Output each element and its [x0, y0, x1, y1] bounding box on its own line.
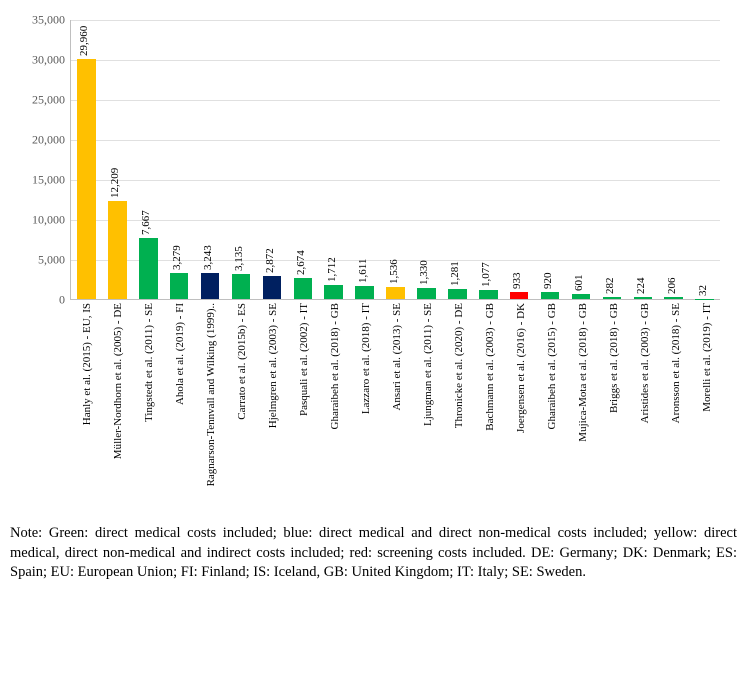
bar-value-label: 1,330: [418, 261, 430, 286]
bar: 2,674: [294, 278, 313, 299]
x-axis-label: Hjelmgren et al. (2003) - SE: [267, 303, 279, 428]
y-tick-label: 20,000: [13, 133, 65, 148]
x-axis-label: Joergensen et al. (2016) - DK: [515, 303, 527, 433]
y-tick-label: 0: [13, 293, 65, 308]
bar-slot: 3,135: [226, 20, 257, 299]
x-axis-label: Mujica-Mota et al. (2018) - GB: [577, 303, 589, 442]
x-axis-label: Ragnarson-Tennvall and Wilking (1999)..: [205, 303, 217, 486]
y-tick-label: 30,000: [13, 53, 65, 68]
y-tick-label: 10,000: [13, 213, 65, 228]
bar-slot: 1,611: [349, 20, 380, 299]
x-axis-label: Lazzaro et al. (2018) - IT: [360, 303, 372, 414]
bar: 1,330: [417, 288, 436, 299]
bar-slot: 2,674: [287, 20, 318, 299]
bar-value-label: 1,536: [388, 259, 400, 284]
bar-value-label: 1,712: [326, 258, 338, 283]
bar-value-label: 2,872: [264, 248, 276, 273]
bar-slot: 282: [596, 20, 627, 299]
x-axis-label: Thronicke et al. (2020) - DE: [453, 303, 465, 428]
x-axis-label: Ljungman et al. (2011) - SE: [422, 303, 434, 426]
y-tick-label: 5,000: [13, 253, 65, 268]
x-axis-label: Carrato et al. (2015b) - ES: [236, 303, 248, 420]
bar-value-label: 7,667: [140, 210, 152, 235]
plot-area: 29,960 12,209 7,667 3,279 3,243 3,135 2,872 2,6…: [70, 20, 720, 300]
bar-slot: 1,712: [318, 20, 349, 299]
x-axis-label: Morelli et al. (2019) - IT: [701, 303, 713, 412]
bar-value-label: 1,281: [449, 261, 461, 286]
bar-value-label: 29,960: [78, 26, 90, 56]
x-axis-label: Gharaibeh et al. (2015) - GB: [546, 303, 558, 429]
bar-value-label: 3,279: [171, 245, 183, 270]
bar-value-label: 12,209: [109, 168, 121, 198]
bar: 282: [603, 297, 622, 299]
bar-slot: 1,281: [442, 20, 473, 299]
bar-slot: 3,243: [195, 20, 226, 299]
bar-slot: 224: [627, 20, 658, 299]
bar-slot: 2,872: [256, 20, 287, 299]
bar-value-label: 3,243: [202, 245, 214, 270]
bar: 206: [664, 297, 683, 299]
bar-value-label: 920: [542, 272, 554, 289]
bar: 1,536: [386, 287, 405, 299]
x-axis-label: Tingstedt et al. (2011) - SE: [143, 303, 155, 422]
x-axis-label: Aronsson et al. (2018) - SE: [670, 303, 682, 423]
bar: 3,135: [232, 274, 251, 299]
bar-slot: 1,330: [411, 20, 442, 299]
bar-value-label: 933: [511, 272, 523, 289]
bar-slot: 601: [566, 20, 597, 299]
bars-group: 29,960 12,209 7,667 3,279 3,243 3,135 2,872 2,6…: [71, 20, 720, 299]
bar: 1,611: [355, 286, 374, 299]
x-axis-label: Hanly et al. (2015) - EU, IS: [81, 303, 93, 425]
x-axis-label: Pasquali et al. (2002) - IT: [298, 303, 310, 416]
bar: 12,209: [108, 201, 127, 299]
bar: 3,279: [170, 273, 189, 299]
y-tick-label: 25,000: [13, 93, 65, 108]
bar-value-label: 206: [666, 278, 678, 295]
x-axis-label: Ahola et al. (2019) - FI: [174, 303, 186, 405]
x-axis-label: Müller-Nordhorn et al. (2005) - DE: [112, 303, 124, 459]
bar: 29,960: [77, 59, 96, 299]
bar: 1,281: [448, 289, 467, 299]
x-axis-label: Gharaibeh et al. (2018) - GB: [329, 303, 341, 429]
bar: 7,667: [139, 238, 158, 299]
bar-slot: 32: [689, 20, 720, 299]
bar: 224: [634, 297, 653, 299]
bar-value-label: 1,077: [480, 263, 492, 288]
bar: 601: [572, 294, 591, 299]
bar-value-label: 224: [635, 278, 647, 295]
y-tick-label: 15,000: [13, 173, 65, 188]
bar-value-label: 282: [604, 277, 616, 294]
bar-slot: 12,209: [102, 20, 133, 299]
bar-value-label: 2,674: [295, 250, 307, 275]
bar-slot: 933: [504, 20, 535, 299]
bar-slot: 29,960: [71, 20, 102, 299]
bar-value-label: 601: [573, 275, 585, 292]
x-axis-label: Briggs et al. (2018) - GB: [608, 303, 620, 413]
bar-slot: 3,279: [164, 20, 195, 299]
bar-slot: 1,077: [473, 20, 504, 299]
bar: 933: [510, 292, 529, 299]
x-axis-label: Aristides et al. (2003) - GB: [639, 303, 651, 423]
bar-slot: 920: [535, 20, 566, 299]
bar: 3,243: [201, 273, 220, 299]
bar-value-label: 1,611: [357, 259, 369, 283]
bar-slot: 206: [658, 20, 689, 299]
bar-slot: 1,536: [380, 20, 411, 299]
y-tick-label: 35,000: [13, 13, 65, 28]
x-axis-label: Ansari et al. (2013) - SE: [391, 303, 403, 411]
bar-value-label: 3,135: [233, 246, 245, 271]
bar: 1,712: [324, 285, 343, 299]
chart-note: Note: Green: direct medical costs includ…: [10, 524, 737, 583]
bar-slot: 7,667: [133, 20, 164, 299]
bar-value-label: 32: [697, 285, 709, 296]
chart-container: 29,960 12,209 7,667 3,279 3,243 3,135 2,872 2,6…: [10, 10, 737, 510]
bar: 920: [541, 292, 560, 299]
bar: 1,077: [479, 290, 498, 299]
bar: 2,872: [263, 276, 282, 299]
x-axis-label: Bachmann et al. (2003) - GB: [484, 303, 496, 431]
